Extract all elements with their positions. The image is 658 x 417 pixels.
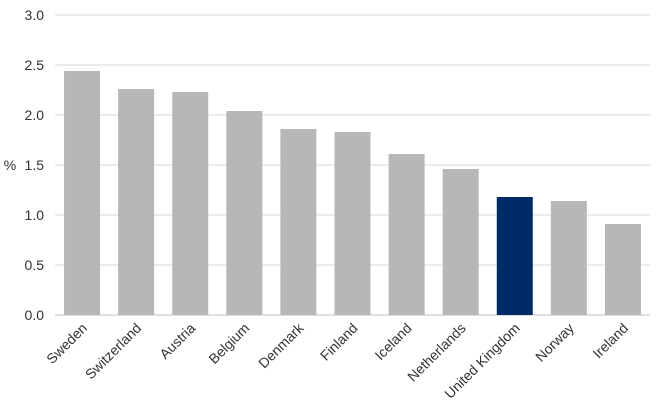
bar-united-kingdom (496, 197, 533, 315)
bar-netherlands (442, 169, 479, 315)
y-tick-label: 1.5 (25, 157, 45, 173)
bar-norway (550, 201, 587, 315)
x-category-label: Denmark (255, 319, 307, 371)
bars (64, 71, 641, 315)
y-tick-label: 2.0 (25, 107, 45, 123)
bar-sweden (64, 71, 101, 315)
bar-belgium (226, 111, 263, 315)
y-tick-label: 0.5 (25, 257, 45, 273)
bar-iceland (388, 154, 425, 315)
y-tick-label: 2.5 (25, 57, 45, 73)
x-category-label: Iceland (371, 320, 414, 363)
bar-austria (172, 92, 209, 315)
bar-ireland (604, 224, 641, 315)
x-category-label: Ireland (589, 320, 631, 362)
y-tick-label: 1.0 (25, 207, 45, 223)
bar-denmark (280, 129, 317, 315)
bar-switzerland (118, 89, 155, 315)
y-tick-labels: 0.0 0.5 1.0 1.5 2.0 2.5 3.0 (25, 7, 45, 323)
y-tick-label: 0.0 (25, 307, 45, 323)
x-category-label: Finland (317, 320, 361, 364)
bar-finland (334, 132, 371, 315)
x-category-label: Belgium (205, 320, 252, 367)
y-axis-label: % (4, 157, 16, 173)
x-category-label: Switzerland (82, 320, 144, 382)
y-tick-label: 3.0 (25, 7, 45, 23)
x-category-label: Austria (156, 320, 198, 362)
x-category-label: Norway (532, 320, 577, 365)
x-category-label: Sweden (43, 320, 90, 367)
